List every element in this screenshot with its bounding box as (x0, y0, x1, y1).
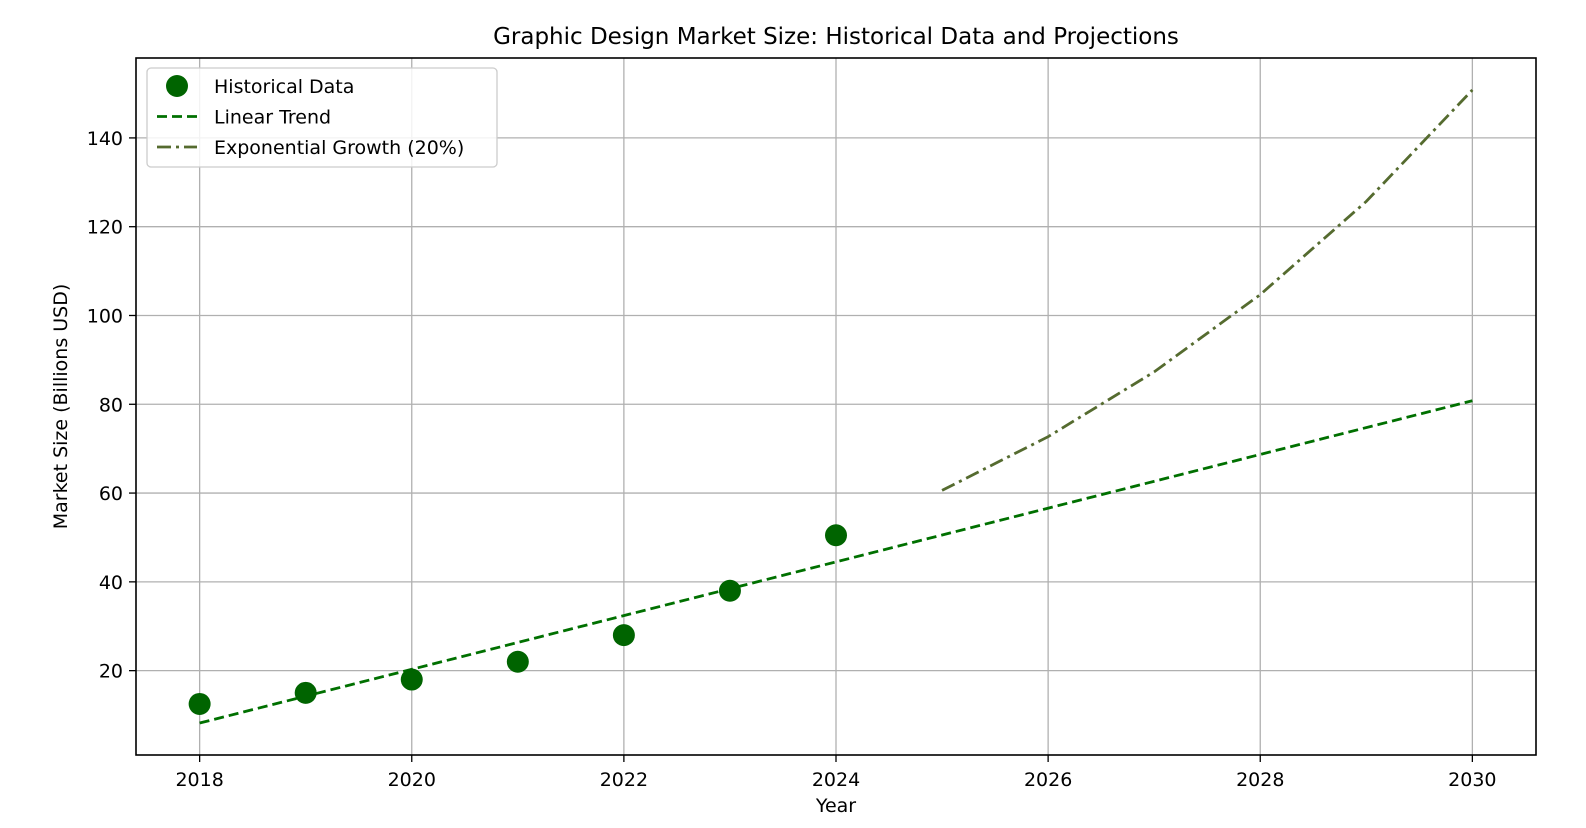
y-tick-label: 60 (99, 483, 123, 505)
x-tick-label: 2022 (600, 769, 648, 791)
data-point (825, 524, 847, 547)
data-point (718, 579, 741, 602)
x-tick-label: 2028 (1236, 769, 1284, 791)
legend: Historical Data Linear Trend Exponential G… (146, 67, 498, 168)
data-point (506, 650, 529, 673)
data-point (612, 624, 635, 647)
data-point (188, 692, 211, 715)
x-tick-label: 2018 (175, 769, 223, 791)
y-tick-label: 140 (87, 128, 123, 150)
y-tick-label: 120 (87, 217, 123, 239)
legend-label: Historical Data (214, 76, 354, 98)
series-layer (188, 88, 1474, 725)
y-tick-label: 80 (99, 394, 123, 416)
data-point (400, 668, 423, 691)
data-point (294, 681, 317, 704)
legend-label: Linear Trend (214, 107, 331, 129)
y-tick-label: 100 (87, 305, 123, 327)
ticks-layer: 2018 2020 2022 2024 2026 2028 2030 20 40 60 80 100 1… (87, 128, 1497, 791)
x-tick-label: 2026 (1024, 769, 1072, 791)
x-axis-label: Year (815, 795, 856, 817)
legend-box (146, 67, 498, 168)
chart-title: Graphic Design Market Size: Historical D… (493, 24, 1179, 50)
x-tick-label: 2020 (388, 769, 436, 791)
y-tick-label: 20 (99, 661, 123, 683)
y-tick-label: 40 (99, 572, 123, 594)
y-axis-label: Market Size (Billions USD) (50, 284, 72, 530)
grid-layer (136, 58, 1536, 755)
x-tick-label: 2030 (1448, 769, 1496, 791)
series-line (941, 88, 1474, 492)
x-tick-label: 2024 (812, 769, 860, 791)
legend-marker (166, 75, 188, 97)
legend-label: Exponential Growth (20%) (214, 137, 464, 159)
